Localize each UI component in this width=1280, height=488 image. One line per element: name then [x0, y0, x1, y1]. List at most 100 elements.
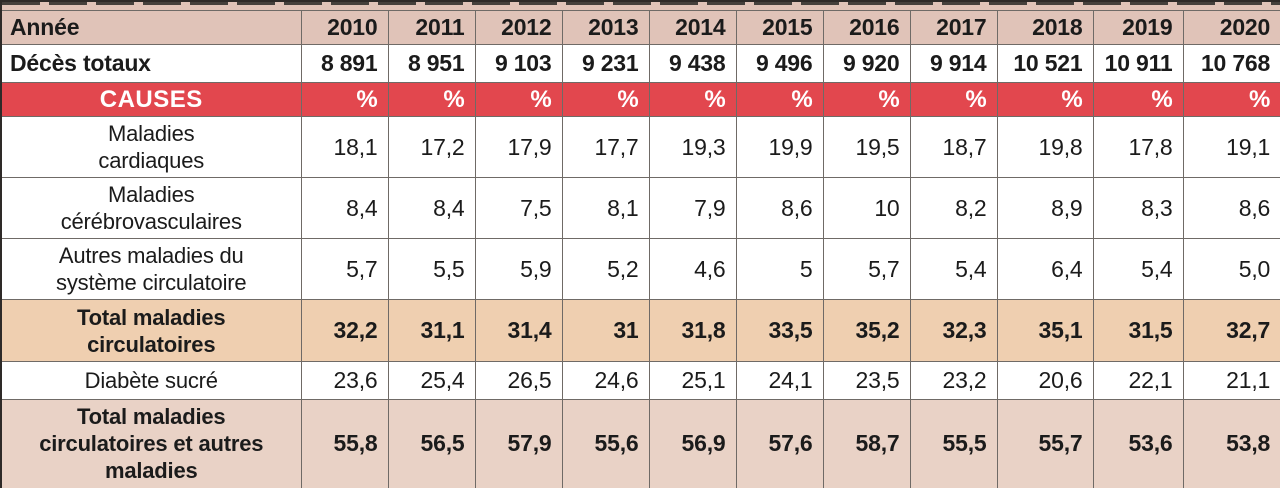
value-cell: 2014 [648, 10, 737, 45]
value-cell: 8,4 [387, 177, 476, 239]
value-cell: 32,3 [909, 299, 998, 362]
value-cell: 56,9 [648, 399, 737, 488]
value-cell: 2019 [1092, 10, 1184, 45]
value-cell: 55,7 [996, 399, 1094, 488]
value-cell: 9 438 [648, 44, 737, 83]
cropped-row-remnant [0, 0, 1280, 11]
value-cell: 35,2 [822, 299, 911, 362]
row-label: Année [0, 10, 302, 45]
value-cell: 7,5 [474, 177, 563, 239]
value-cell: 5 [735, 238, 824, 300]
value-cell: 5,4 [1092, 238, 1184, 300]
value-cell: 2010 [300, 10, 389, 45]
table-row: Année 2010 2011 2012 2013 2014 2015 2016 2017 201… [0, 10, 1280, 45]
value-cell: 25,4 [387, 361, 476, 400]
table-row: Décès totaux 8 891 8 951 9 103 9 231 9 438 9 4… [0, 44, 1280, 83]
value-cell: 31,8 [648, 299, 737, 362]
value-cell: 56,5 [387, 399, 476, 488]
value-cell: 55,8 [300, 399, 389, 488]
table-row: Maladies cérébrovasculaires 8,4 8,4 7,5 8,1 7… [0, 177, 1280, 239]
value-cell: 18,1 [300, 116, 389, 178]
value-cell: 6,4 [996, 238, 1094, 300]
table-row: Diabète sucré 23,6 25,4 26,5 24,6 25,1 24,1 23,… [0, 361, 1280, 400]
value-cell: 2020 [1182, 10, 1280, 45]
row-label: Maladies cérébrovasculaires [0, 177, 302, 239]
value-cell: 8,2 [909, 177, 998, 239]
value-cell: 17,8 [1092, 116, 1184, 178]
value-cell: 5,4 [909, 238, 998, 300]
value-cell: 17,7 [561, 116, 650, 178]
value-cell: 23,2 [909, 361, 998, 400]
row-label: Décès totaux [0, 44, 302, 83]
value-cell: 9 914 [909, 44, 998, 83]
value-cell: 19,3 [648, 116, 737, 178]
value-cell: 5,2 [561, 238, 650, 300]
value-cell: 25,1 [648, 361, 737, 400]
value-cell: 33,5 [735, 299, 824, 362]
row-label: Total maladies circulatoires et autres m… [0, 399, 302, 488]
value-cell: 9 103 [474, 44, 563, 83]
value-cell: 31 [561, 299, 650, 362]
value-cell: 9 496 [735, 44, 824, 83]
value-cell: 10 [822, 177, 911, 239]
value-cell: % [822, 82, 911, 117]
row-label: Diabète sucré [0, 361, 302, 400]
value-cell: % [1092, 82, 1184, 117]
value-cell: 19,1 [1182, 116, 1280, 178]
value-cell: 23,5 [822, 361, 911, 400]
value-cell: 17,9 [474, 116, 563, 178]
value-cell: 32,7 [1182, 299, 1280, 362]
value-cell: 8,3 [1092, 177, 1184, 239]
value-cell: 24,6 [561, 361, 650, 400]
value-cell: % [387, 82, 476, 117]
value-cell: 24,1 [735, 361, 824, 400]
table-row: CAUSES%%%%%%%%%%% [0, 82, 1280, 117]
row-label: CAUSES [0, 82, 302, 117]
value-cell: 31,4 [474, 299, 563, 362]
row-label: Total maladies circulatoires [0, 299, 302, 362]
value-cell: 19,8 [996, 116, 1094, 178]
table-row: Total maladies circulatoires 32,2 31,1 31,4… [0, 299, 1280, 362]
value-cell: % [1182, 82, 1280, 117]
value-cell: 53,6 [1092, 399, 1184, 488]
value-cell: 23,6 [300, 361, 389, 400]
row-label: Autres maladies du système circulatoire [0, 238, 302, 300]
value-cell: 5,9 [474, 238, 563, 300]
value-cell: 8,6 [735, 177, 824, 239]
table-row: Maladies cardiaques 18,1 17,2 17,9 17,7 19,3 1… [0, 116, 1280, 178]
value-cell: 10 521 [996, 44, 1094, 83]
value-cell: 31,5 [1092, 299, 1184, 362]
value-cell: 19,5 [822, 116, 911, 178]
value-cell: 8,1 [561, 177, 650, 239]
value-cell: 26,5 [474, 361, 563, 400]
value-cell: 55,5 [909, 399, 998, 488]
value-cell: % [300, 82, 389, 117]
value-cell: 7,9 [648, 177, 737, 239]
value-cell: 58,7 [822, 399, 911, 488]
value-cell: % [909, 82, 998, 117]
value-cell: 10 911 [1092, 44, 1184, 83]
value-cell: % [996, 82, 1094, 117]
value-cell: % [561, 82, 650, 117]
value-cell: 8 951 [387, 44, 476, 83]
value-cell: 57,9 [474, 399, 563, 488]
value-cell: % [474, 82, 563, 117]
value-cell: 8,4 [300, 177, 389, 239]
value-cell: 55,6 [561, 399, 650, 488]
value-cell: 9 920 [822, 44, 911, 83]
value-cell: 32,2 [300, 299, 389, 362]
table-row: Total maladies circulatoires et autres m… [0, 399, 1280, 488]
value-cell: 9 231 [561, 44, 650, 83]
value-cell: 53,8 [1182, 399, 1280, 488]
value-cell: 22,1 [1092, 361, 1184, 400]
value-cell: 31,1 [387, 299, 476, 362]
value-cell: 17,2 [387, 116, 476, 178]
value-cell: % [735, 82, 824, 117]
value-cell: 5,7 [822, 238, 911, 300]
value-cell: 21,1 [1182, 361, 1280, 400]
value-cell: 57,6 [735, 399, 824, 488]
value-cell: 20,6 [996, 361, 1094, 400]
value-cell: 10 768 [1182, 44, 1280, 83]
